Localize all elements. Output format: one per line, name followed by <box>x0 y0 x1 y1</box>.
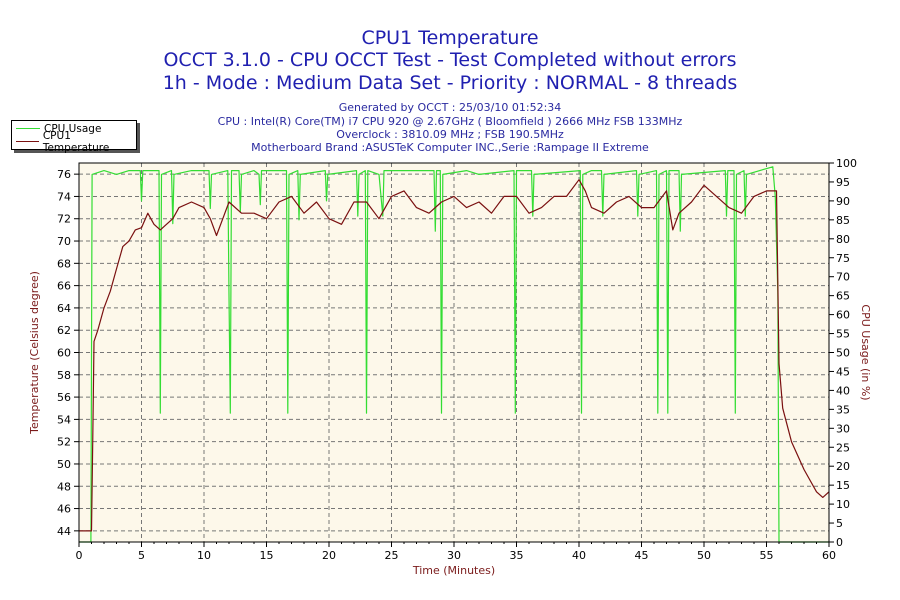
y-right-tick-label: 40 <box>836 384 850 397</box>
y-right-tick-label: 65 <box>836 290 850 303</box>
x-tick-label: 0 <box>76 549 83 562</box>
y-left-tick-label: 60 <box>57 347 71 360</box>
legend: CPU Usage CPU1 Temperature <box>11 120 137 154</box>
y-right-tick-label: 75 <box>836 252 850 265</box>
y-left-tick-label: 68 <box>57 257 71 270</box>
y-right-tick-label: 5 <box>836 517 843 530</box>
y-right-tick-label: 70 <box>836 271 850 284</box>
y-left-tick-label: 66 <box>57 280 71 293</box>
x-tick-label: 50 <box>697 549 711 562</box>
y-right-tick-label: 15 <box>836 479 850 492</box>
y-right-tick-label: 85 <box>836 214 850 227</box>
y-left-tick-label: 64 <box>57 302 71 315</box>
x-tick-label: 20 <box>322 549 336 562</box>
y-left-tick-label: 72 <box>57 213 71 226</box>
y-right-tick-label: 0 <box>836 536 843 549</box>
y-left-tick-label: 54 <box>57 413 71 426</box>
y-left-tick-label: 74 <box>57 190 71 203</box>
x-tick-label: 45 <box>635 549 649 562</box>
legend-item-temperature: CPU1 Temperature <box>16 130 136 154</box>
y-left-tick-label: 70 <box>57 235 71 248</box>
y-right-tick-label: 35 <box>836 403 850 416</box>
legend-item-cpu-usage: CPU Usage <box>16 122 101 135</box>
y-left-tick-label: 52 <box>57 436 71 449</box>
y-right-tick-label: 60 <box>836 309 850 322</box>
y-right-tick-label: 80 <box>836 233 850 246</box>
y-left-tick-label: 48 <box>57 480 71 493</box>
y-right-tick-label: 30 <box>836 422 850 435</box>
y-right-tick-label: 55 <box>836 328 850 341</box>
legend-label: CPU Usage <box>44 122 102 135</box>
y-right-tick-label: 25 <box>836 441 850 454</box>
y-right-tick-label: 90 <box>836 195 850 208</box>
x-tick-label: 35 <box>510 549 524 562</box>
x-tick-label: 25 <box>385 549 399 562</box>
legend-swatch-cpu-usage <box>16 128 40 129</box>
series-line-cpu-usage <box>79 166 829 543</box>
y-left-tick-label: 46 <box>57 503 71 516</box>
y-left-tick-label: 76 <box>57 168 71 181</box>
x-tick-label: 30 <box>447 549 461 562</box>
chart-subtitle-test: OCCT 3.1.0 - CPU OCCT Test - Test Comple… <box>163 49 737 71</box>
info-overclock: Overclock : 3810.09 MHz ; FSB 190.5MHz <box>336 128 564 141</box>
info-motherboard: Motherboard Brand :ASUSTeK Computer INC.… <box>251 141 649 154</box>
y-right-tick-label: 50 <box>836 347 850 360</box>
y-right-tick-label: 95 <box>836 176 850 189</box>
chart-title: CPU1 Temperature <box>361 27 539 49</box>
x-tick-label: 60 <box>822 549 836 562</box>
y-right-tick-label: 100 <box>836 157 857 170</box>
x-axis-label: Time (Minutes) <box>412 564 495 577</box>
x-tick-label: 40 <box>572 549 586 562</box>
x-tick-label: 10 <box>197 549 211 562</box>
series-line-cpu1-temperature <box>79 179 830 532</box>
y-left-tick-label: 62 <box>57 324 71 337</box>
y-right-tick-label: 45 <box>836 365 850 378</box>
y-right-axis-label: CPU Usage (in %) <box>859 304 872 400</box>
legend-label: CPU1 Temperature <box>42 129 110 154</box>
x-tick-label: 15 <box>260 549 274 562</box>
x-tick-label: 5 <box>138 549 145 562</box>
info-cpu: CPU : Intel(R) Core(TM) i7 CPU 920 @ 2.6… <box>217 115 683 128</box>
y-left-tick-label: 58 <box>57 369 71 382</box>
y-left-tick-label: 44 <box>57 525 71 538</box>
y-right-tick-label: 20 <box>836 460 850 473</box>
info-generated: Generated by OCCT : 25/03/10 01:52:34 <box>338 101 562 114</box>
legend-swatch-temperature <box>16 141 39 142</box>
y-left-tick-label: 50 <box>57 458 71 471</box>
chart-subtitle-mode: 1h - Mode : Medium Data Set - Priority :… <box>162 72 738 94</box>
x-tick-label: 55 <box>760 549 774 562</box>
y-left-axis-label: Temperature (Celsius degree) <box>28 271 41 435</box>
y-right-tick-label: 10 <box>836 498 850 511</box>
y-left-tick-label: 56 <box>57 391 71 404</box>
